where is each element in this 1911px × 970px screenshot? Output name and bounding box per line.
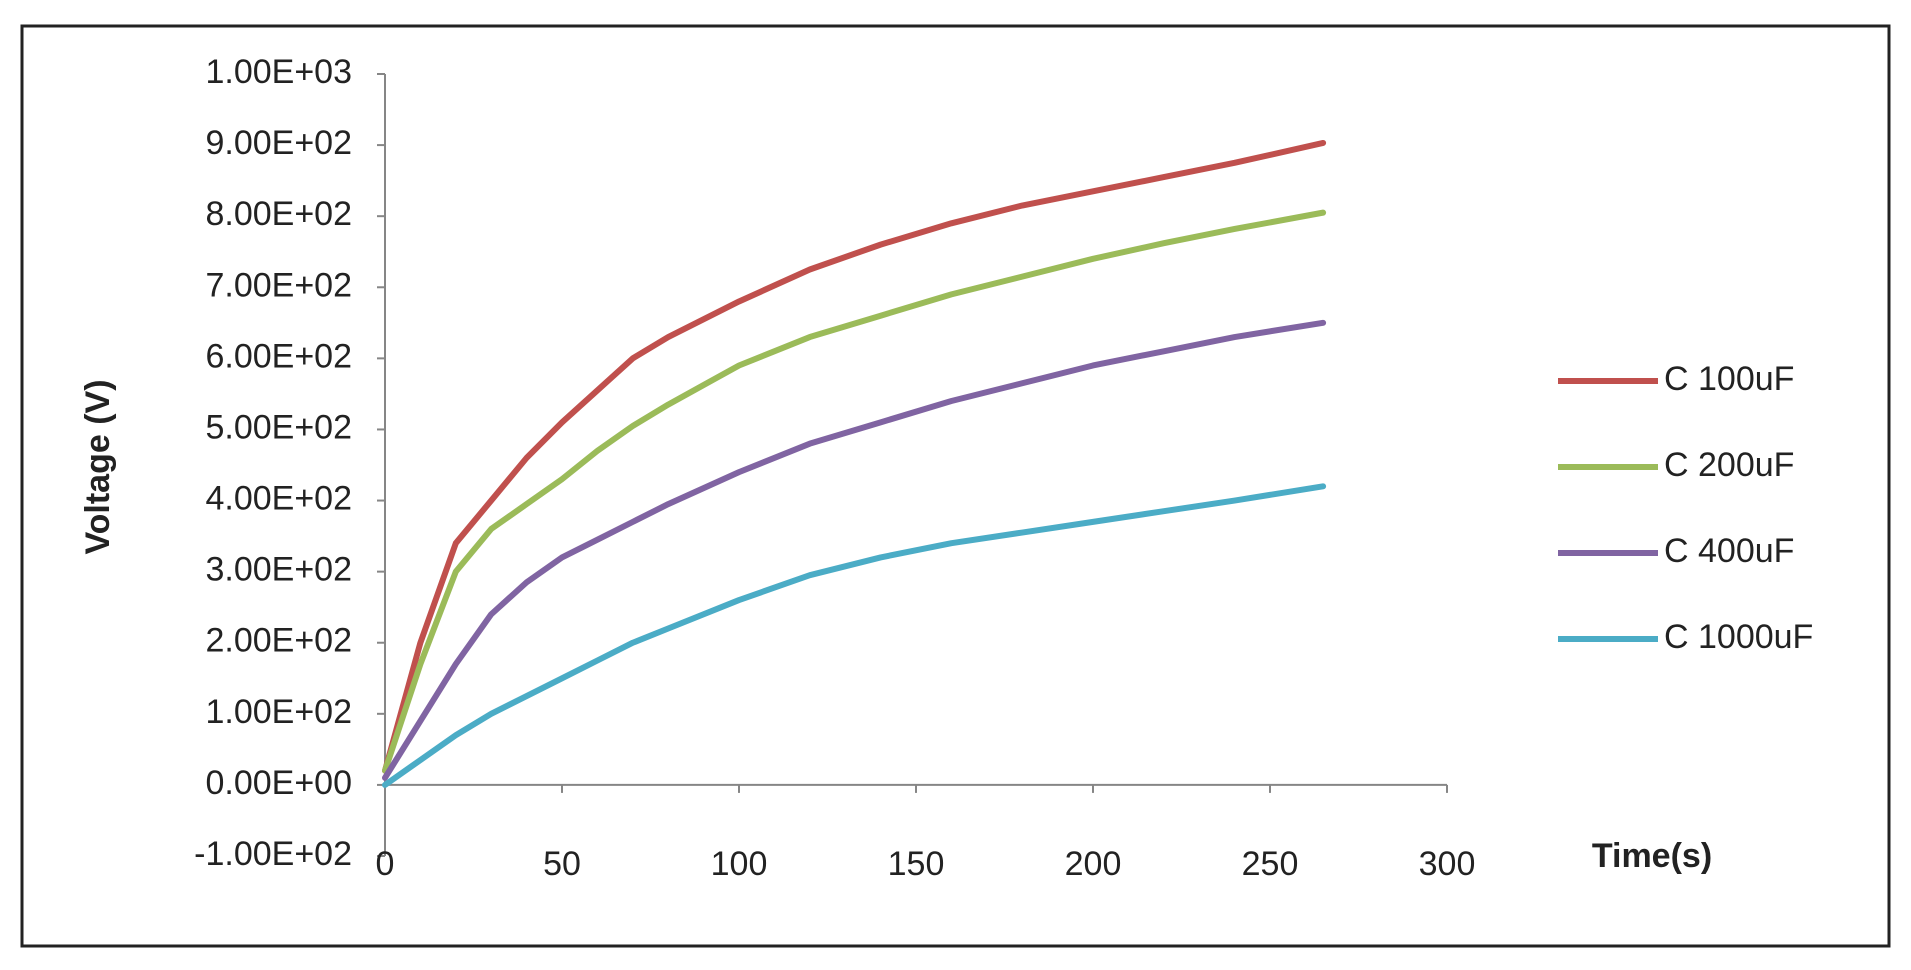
series-line	[382, 209, 1327, 774]
y-tick-label: 9.00E+02	[205, 124, 352, 162]
y-tick-label: 1.00E+03	[205, 53, 352, 91]
x-axis-title: Time(s)	[1592, 837, 1712, 875]
x-tick-label: 150	[888, 845, 945, 883]
x-tick-label: 100	[711, 845, 768, 883]
y-tick-label: 7.00E+02	[205, 266, 352, 304]
y-tick-label: 2.00E+02	[205, 622, 352, 660]
y-axis-title: Voltage (V)	[79, 379, 117, 554]
chart-border	[20, 24, 1891, 948]
x-tick-label: 300	[1419, 845, 1476, 883]
y-tick-label: 4.00E+02	[205, 480, 352, 518]
y-tick-label: 3.00E+02	[205, 551, 352, 589]
series-line	[382, 139, 1327, 774]
y-tick-label: 8.00E+02	[205, 195, 352, 233]
legend-label: C 200uF	[1664, 446, 1794, 484]
x-tick-label: 200	[1065, 845, 1122, 883]
x-tick-label: 0	[376, 845, 395, 883]
y-tick-label: 1.00E+02	[205, 693, 352, 731]
series-line	[382, 483, 1327, 788]
y-tick-label: 0.00E+00	[205, 764, 352, 802]
x-tick-label: 250	[1242, 845, 1299, 883]
y-tick-label: 5.00E+02	[205, 408, 352, 446]
legend-label: C 1000uF	[1664, 618, 1813, 656]
legend-label: C 100uF	[1664, 360, 1794, 398]
y-tick-label: 6.00E+02	[205, 337, 352, 375]
x-tick-label: 50	[543, 845, 581, 883]
series-line	[382, 319, 1327, 781]
y-tick-label: -1.00E+02	[194, 835, 352, 873]
legend-label: C 400uF	[1664, 532, 1794, 570]
